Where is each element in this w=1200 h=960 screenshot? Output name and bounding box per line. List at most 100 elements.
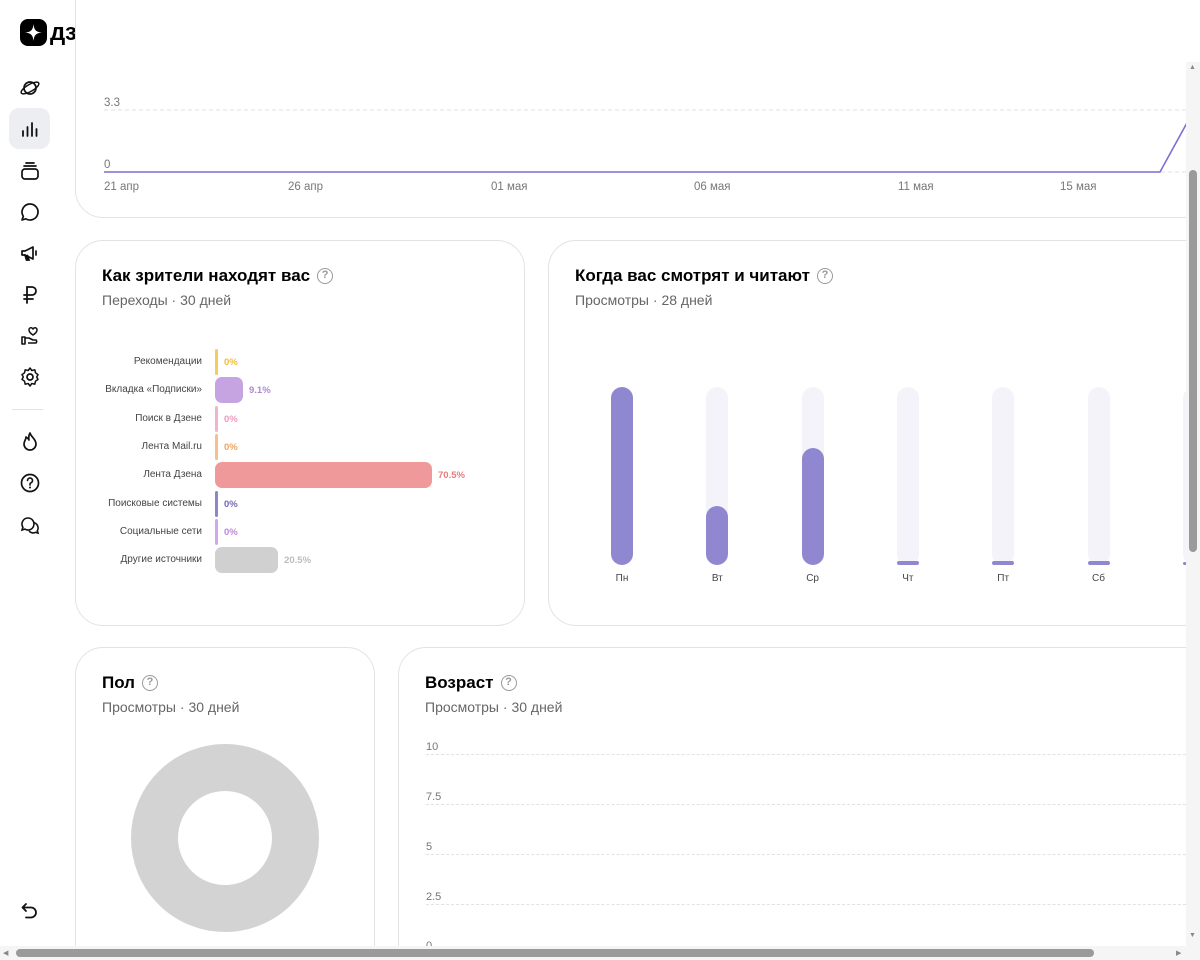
source-label: Лента Mail.ru xyxy=(141,440,202,452)
source-label: Вкладка «Подписки» xyxy=(105,384,202,396)
y-tick-label: 10 xyxy=(426,741,439,753)
source-bar[interactable] xyxy=(215,462,432,489)
bar-chart-icon xyxy=(21,121,37,137)
weekday-bar xyxy=(801,447,824,565)
help-icon[interactable]: ? xyxy=(317,268,334,284)
weekday-bar-track[interactable] xyxy=(992,387,1015,565)
card-title: Когда вас смотрят и читают? xyxy=(575,266,833,286)
card-subtitle: Просмотры · 30 дней xyxy=(102,699,240,715)
weekday-label: Пн xyxy=(615,573,629,584)
sidebar-item-donations[interactable] xyxy=(9,315,50,356)
sidebar-item-statistics[interactable] xyxy=(9,108,50,149)
source-bar[interactable] xyxy=(215,405,218,432)
sidebar-item-comments[interactable] xyxy=(9,191,50,232)
x-tick-label: 26 апр xyxy=(288,181,324,193)
x-tick-label: 21 апр xyxy=(104,181,140,193)
source-bar[interactable] xyxy=(215,490,218,517)
chats-icon xyxy=(20,516,39,534)
help-circle-icon xyxy=(20,473,39,492)
timeline-chart xyxy=(104,109,1200,173)
card-title-text: Когда вас смотрят и читают xyxy=(575,266,810,285)
source-label: Лента Дзена xyxy=(143,469,202,481)
y-tick-label: 0 xyxy=(104,159,111,171)
weekday-bar-track[interactable] xyxy=(1087,387,1110,565)
scroll-up-arrow[interactable]: ▲ xyxy=(1189,64,1196,71)
source-bar[interactable] xyxy=(215,547,279,574)
weekday-bar-track[interactable] xyxy=(896,387,919,565)
source-bar[interactable] xyxy=(215,433,218,460)
weekday-label: Вт xyxy=(711,573,723,584)
weekday-label: Ср xyxy=(806,573,819,584)
sidebar-divider xyxy=(12,409,43,410)
help-icon[interactable]: ? xyxy=(500,675,517,691)
chat-bubble-icon xyxy=(20,202,39,221)
sidebar-item-monetization[interactable] xyxy=(9,274,50,315)
x-tick-label: 06 мая xyxy=(694,181,731,193)
scroll-left-arrow[interactable]: ◀ xyxy=(3,950,9,957)
help-icon[interactable]: ? xyxy=(141,675,158,691)
horizontal-scroll-thumb[interactable] xyxy=(16,949,1094,957)
weekday-bar xyxy=(1087,561,1110,565)
weekday-bar xyxy=(992,561,1015,565)
source-value-label: 0% xyxy=(224,526,238,538)
vertical-scroll-thumb[interactable] xyxy=(1189,170,1197,552)
sidebar-item-publications[interactable] xyxy=(9,150,50,191)
age-grid-line xyxy=(426,854,1200,855)
timeline-chart-card: 3.3 0 21 апр 26 апр 01 мая 06 мая 11 мая… xyxy=(75,0,1200,218)
flame-icon xyxy=(22,431,37,451)
source-label: Рекомендации xyxy=(133,356,202,367)
x-tick-label: 01 мая xyxy=(491,181,528,193)
sidebar-item-help[interactable] xyxy=(9,462,50,503)
hand-heart-icon xyxy=(20,326,38,345)
traffic-sources-card: Как зрители находят вас? Переходы · 30 д… xyxy=(75,240,525,626)
x-tick-label: 15 мая xyxy=(1060,181,1097,193)
source-bar[interactable] xyxy=(215,377,243,404)
layers-icon xyxy=(20,161,39,180)
weekday-bar-track[interactable] xyxy=(706,387,729,565)
gender-card: Пол? Просмотры · 30 дней xyxy=(75,647,375,960)
scroll-down-arrow[interactable]: ▼ xyxy=(1189,932,1196,939)
gender-pie-slice xyxy=(131,744,319,932)
vertical-scrollbar[interactable]: ▲ ▼ xyxy=(1186,62,1200,946)
sidebar-item-settings[interactable] xyxy=(9,356,50,397)
card-title-text: Пол xyxy=(102,673,135,692)
y-tick-label: 3.3 xyxy=(104,97,120,109)
timeline-series-line xyxy=(104,120,1189,173)
source-bar[interactable] xyxy=(215,349,218,375)
gear-icon xyxy=(20,366,39,387)
source-value-label: 0% xyxy=(224,413,238,425)
weekday-label: Сб xyxy=(1092,573,1105,584)
source-value-label: 0% xyxy=(224,441,238,453)
age-grid-line xyxy=(426,904,1200,905)
source-value-label: 70.5% xyxy=(438,470,465,482)
y-tick-label: 7.5 xyxy=(426,791,442,803)
source-value-label: 0% xyxy=(224,357,238,368)
sidebar-item-back[interactable] xyxy=(9,890,50,931)
weekday-bar xyxy=(611,387,633,565)
card-subtitle: Переходы · 30 дней xyxy=(102,292,232,308)
age-card: Возраст? Просмотры · 30 дней 10 7.5 5 2.… xyxy=(398,647,1200,960)
sidebar-item-feed[interactable] xyxy=(9,67,50,108)
age-grid-line xyxy=(426,754,1200,755)
gender-pie-chart xyxy=(131,744,319,932)
source-label: Поисковые системы xyxy=(108,497,202,509)
horizontal-scrollbar[interactable]: ◀ ▶ xyxy=(0,946,1200,960)
card-title-text: Возраст xyxy=(425,673,494,692)
scroll-right-arrow[interactable]: ▶ xyxy=(1176,950,1182,957)
card-title: Возраст? xyxy=(425,673,517,693)
weekday-bar-track[interactable] xyxy=(801,387,824,565)
sidebar-item-feedback[interactable] xyxy=(9,504,50,545)
help-icon[interactable]: ? xyxy=(816,268,833,284)
weekday-label: Пт xyxy=(997,573,1010,584)
sidebar-item-trending[interactable] xyxy=(9,421,50,462)
weekday-bar xyxy=(706,506,729,565)
sidebar-item-promotion[interactable] xyxy=(9,232,50,273)
source-bar[interactable] xyxy=(215,518,218,545)
source-label: Социальные сети xyxy=(119,525,202,537)
x-tick-label: 11 мая xyxy=(898,181,934,193)
weekday-bar-track[interactable] xyxy=(611,387,633,565)
dzen-star-icon xyxy=(20,19,47,46)
megaphone-icon xyxy=(20,245,37,261)
planet-icon xyxy=(19,80,40,95)
source-label: Другие источники xyxy=(120,554,202,566)
